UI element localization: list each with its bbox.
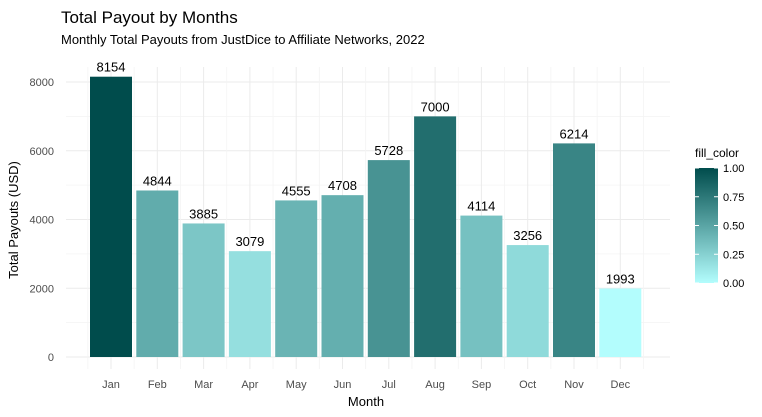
bar-value-label: 6214 (560, 126, 589, 141)
chart-title: Total Payout by Months (61, 8, 238, 27)
bar-value-label: 7000 (421, 99, 450, 114)
bars (90, 76, 642, 358)
x-tick-label: Sep (472, 379, 492, 391)
bar-apr (228, 251, 271, 357)
bar-value-label: 4114 (467, 199, 495, 214)
x-axis-title: Month (348, 394, 384, 409)
x-tick-label: Jul (382, 379, 396, 391)
legend-tick-label: 0.75 (723, 192, 744, 204)
y-tick-label: 2000 (30, 283, 54, 295)
bar-mar (182, 223, 225, 357)
bar-value-label: 3885 (189, 206, 218, 221)
bar-value-label: 3079 (235, 234, 264, 249)
y-tick-label: 8000 (30, 77, 54, 89)
bar-value-label: 4844 (143, 173, 172, 188)
bar-sep (460, 215, 503, 357)
x-tick-label: Jun (334, 379, 352, 391)
x-axis-ticks: Jan Feb Mar Apr May Jun Jul Aug Sep Oct Nov Dec (102, 379, 630, 391)
bar-value-label: 3256 (513, 228, 542, 243)
x-tick-label: Oct (519, 379, 536, 391)
legend-tick-label: 1.00 (723, 163, 744, 175)
x-tick-label: Apr (241, 379, 258, 391)
y-axis-ticks: 0 2000 4000 6000 8000 (30, 77, 54, 364)
bar-labels: 8154 4844 3885 3079 4555 4708 5728 7000 4114 3256… (97, 60, 635, 287)
bar-value-label: 4555 (282, 183, 311, 198)
legend-ticks: 1.00 0.75 0.50 0.25 0.00 (695, 163, 744, 290)
x-tick-label: Mar (194, 379, 213, 391)
x-tick-label: May (286, 379, 307, 391)
bar-may (275, 200, 318, 357)
x-tick-label: Dec (611, 379, 631, 391)
legend-title: fill_color (695, 146, 739, 160)
legend-tick-label: 0.25 (723, 249, 744, 261)
chart-subtitle: Monthly Total Payouts from JustDice to A… (61, 32, 425, 47)
legend-tick-label: 0.00 (723, 278, 744, 290)
legend: fill_color 1.00 0.75 0.50 0.25 0.00 (695, 146, 744, 290)
x-tick-label: Feb (148, 379, 167, 391)
bar-aug (414, 116, 457, 357)
x-tick-label: Aug (425, 379, 445, 391)
y-tick-label: 6000 (30, 146, 54, 158)
bar-jul (367, 160, 410, 357)
bar-jan (90, 76, 132, 358)
bar-nov (553, 143, 595, 357)
bar-value-label: 1993 (606, 271, 635, 286)
bar-jun (321, 195, 364, 357)
y-axis-title: Total Payouts (USD) (6, 161, 21, 279)
x-tick-label: Jan (102, 379, 120, 391)
bar-value-label: 8154 (97, 60, 126, 75)
legend-colorbar (695, 168, 718, 283)
bar-feb (136, 190, 179, 357)
bar-oct (506, 245, 549, 357)
bar-value-label: 5728 (374, 143, 403, 158)
x-tick-label: Nov (564, 379, 584, 391)
bar-value-label: 4708 (328, 178, 357, 193)
y-tick-label: 4000 (30, 215, 54, 227)
y-tick-label: 0 (48, 352, 54, 364)
bar-dec (599, 288, 642, 357)
legend-tick-label: 0.50 (723, 221, 744, 233)
